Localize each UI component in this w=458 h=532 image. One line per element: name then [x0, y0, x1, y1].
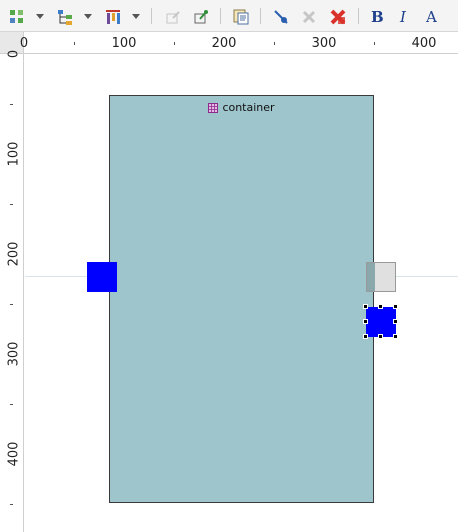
horizontal-ruler: 0 100 200 300 400	[20, 32, 458, 54]
properties-icon[interactable]	[232, 7, 250, 27]
bold-button[interactable]: B	[371, 8, 384, 26]
ruler-label: 400	[411, 36, 437, 51]
resize-handle[interactable]	[363, 319, 368, 324]
ruler-tick	[274, 42, 275, 45]
port-selected[interactable]	[363, 304, 398, 339]
ruler-label: 100	[6, 141, 22, 167]
resize-handle[interactable]	[378, 304, 383, 309]
resize-handle[interactable]	[378, 334, 383, 339]
resize-handle[interactable]	[363, 334, 368, 339]
tree-layout-icon[interactable]	[56, 7, 74, 27]
italic-button[interactable]: I	[400, 8, 406, 26]
pin-edit-icon[interactable]	[192, 7, 210, 27]
toolbar-separator	[260, 8, 261, 24]
ruler-tick	[74, 42, 75, 45]
ruler-label: 300	[311, 36, 337, 51]
toolbar-separator	[220, 8, 221, 24]
ruler-label: 200	[6, 241, 22, 267]
resize-handle[interactable]	[393, 304, 398, 309]
container-grid-icon	[208, 103, 219, 113]
resize-handle[interactable]	[393, 319, 398, 324]
ruler-label: 400	[6, 441, 22, 467]
align-columns-icon[interactable]	[104, 7, 122, 27]
toolbar: B I A	[0, 0, 458, 32]
container-header: container	[110, 101, 373, 115]
ruler-tick	[10, 104, 13, 105]
delete-disabled-icon[interactable]	[300, 7, 318, 27]
resize-handle[interactable]	[363, 304, 368, 309]
chevron-down-icon[interactable]	[36, 14, 44, 19]
vertical-ruler: 0 100 200 300 400	[0, 50, 24, 532]
resize-handle[interactable]	[393, 334, 398, 339]
ruler-tick	[374, 42, 375, 45]
toolbar-separator	[358, 8, 359, 24]
chevron-down-icon[interactable]	[84, 14, 92, 19]
container-label: container	[222, 101, 275, 114]
ruler-label: 300	[6, 341, 22, 367]
ruler-label: 0	[6, 49, 22, 59]
ruler-label: 200	[211, 36, 237, 51]
container-node[interactable]: container	[109, 95, 374, 503]
ruler-label: 100	[111, 36, 137, 51]
ruler-tick	[10, 504, 13, 505]
ruler-tick	[10, 304, 13, 305]
delete-red-icon[interactable]	[328, 7, 348, 27]
pen-tool-icon[interactable]	[272, 7, 290, 27]
ruler-label: 0	[19, 36, 29, 51]
ruler-tick	[174, 42, 175, 45]
toolbar-separator	[151, 8, 152, 24]
diagram-canvas[interactable]: container	[25, 55, 458, 532]
edit-disabled-icon[interactable]	[164, 7, 182, 27]
font-color-button[interactable]: A	[426, 8, 437, 26]
chevron-down-icon[interactable]	[132, 14, 140, 19]
ruler-corner	[0, 32, 24, 54]
port-drag-preview	[366, 262, 396, 292]
ruler-tick	[10, 204, 13, 205]
ruler-tick	[10, 404, 13, 405]
port-left[interactable]	[87, 262, 117, 292]
add-element-icon[interactable]	[8, 7, 26, 27]
